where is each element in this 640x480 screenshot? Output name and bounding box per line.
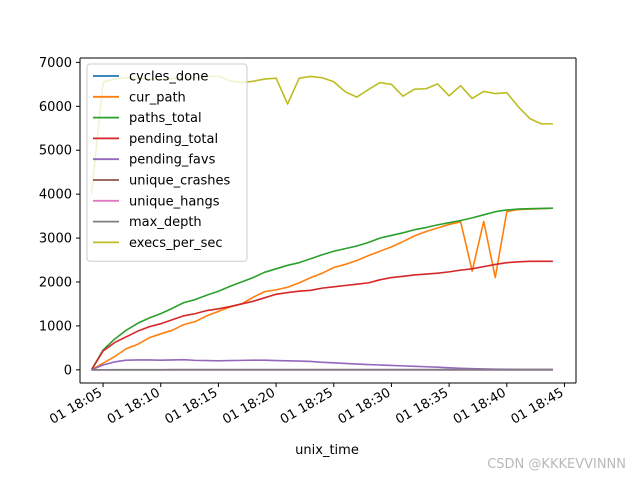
y-tick-label: 3000 — [39, 232, 72, 247]
x-tick-label: 01 18:30 — [336, 385, 394, 427]
legend-label: unique_hangs — [129, 194, 220, 209]
y-tick-label: 0 — [64, 363, 72, 378]
y-tick-label: 2000 — [39, 275, 72, 290]
legend-label: pending_total — [129, 132, 218, 147]
legend-label: pending_favs — [129, 153, 216, 168]
legend-box — [86, 63, 248, 262]
legend-label: unique_crashes — [129, 174, 231, 189]
x-tick-label: 01 18:20 — [220, 385, 278, 427]
x-tick-label: 01 18:05 — [47, 385, 105, 427]
x-tick-label: 01 18:40 — [451, 385, 509, 427]
x-tick-label: 01 18:45 — [509, 385, 567, 427]
series-line-cur-path — [91, 207, 553, 371]
legend: cycles_done cur_path paths_total pending_to… — [86, 63, 248, 262]
y-tick-label: 4000 — [39, 188, 72, 203]
legend-label: max_depth — [129, 215, 202, 230]
legend-label: cur_path — [129, 90, 186, 105]
x-tick-label: 01 18:35 — [393, 385, 451, 427]
x-axis: 01 18:05 01 18:10 01 18:15 01 18:20 01 18:25… — [47, 383, 566, 428]
series-line-paths-total — [90, 207, 553, 371]
x-tick-label: 01 18:15 — [163, 385, 221, 427]
series-layer — [90, 75, 553, 371]
y-tick-label: 6000 — [39, 100, 72, 115]
watermark: CSDN @KKKEVVINNN — [487, 457, 626, 472]
x-axis-label: unix_time — [295, 443, 359, 458]
legend-label: execs_per_sec — [129, 236, 223, 251]
y-axis: 0 1000 2000 3000 4000 5000 6000 7000 — [39, 56, 80, 378]
legend-label: cycles_done — [129, 70, 208, 85]
x-tick-label: 01 18:10 — [105, 385, 163, 427]
legend-label: paths_total — [129, 111, 202, 126]
series-line-pending-total — [90, 260, 553, 371]
y-tick-label: 7000 — [39, 56, 72, 71]
x-tick-label: 01 18:25 — [278, 385, 336, 427]
y-tick-label: 5000 — [39, 144, 72, 159]
y-tick-label: 1000 — [39, 319, 72, 334]
